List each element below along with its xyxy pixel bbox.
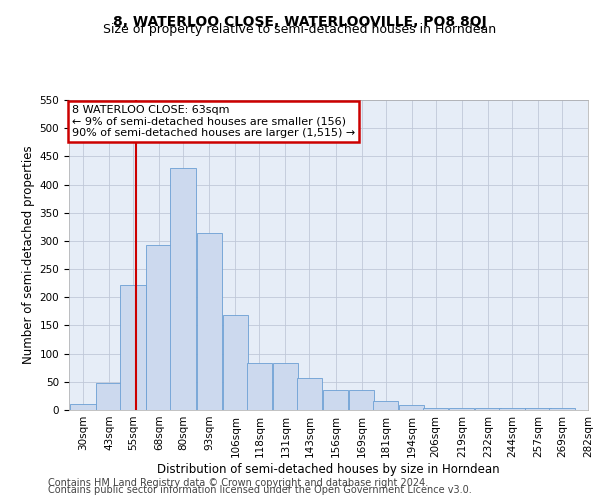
Bar [170,168,196,410]
Bar [197,233,222,410]
Bar [475,408,500,410]
Bar [323,390,348,410]
Bar [121,285,146,410]
Bar [499,408,524,410]
Bar [223,316,248,410]
Bar [549,408,575,410]
Text: Contains public sector information licensed under the Open Government Licence v3: Contains public sector information licen… [48,485,472,495]
Bar [399,406,424,410]
Bar [272,363,298,410]
X-axis label: Distribution of semi-detached houses by size in Horndean: Distribution of semi-detached houses by … [157,462,500,475]
Text: 8, WATERLOO CLOSE, WATERLOOVILLE, PO8 8QJ: 8, WATERLOO CLOSE, WATERLOOVILLE, PO8 8Q… [113,15,487,29]
Bar [70,404,96,410]
Text: Size of property relative to semi-detached houses in Horndean: Size of property relative to semi-detach… [103,22,497,36]
Bar [97,383,122,410]
Bar [247,363,272,410]
Bar [373,401,398,410]
Bar [297,378,322,410]
Bar [146,245,172,410]
Bar [525,408,551,410]
Text: Contains HM Land Registry data © Crown copyright and database right 2024.: Contains HM Land Registry data © Crown c… [48,478,428,488]
Text: 8 WATERLOO CLOSE: 63sqm
← 9% of semi-detached houses are smaller (156)
90% of se: 8 WATERLOO CLOSE: 63sqm ← 9% of semi-det… [71,104,355,138]
Bar [449,408,475,410]
Y-axis label: Number of semi-detached properties: Number of semi-detached properties [22,146,35,364]
Bar [349,390,374,410]
Bar [423,408,448,410]
